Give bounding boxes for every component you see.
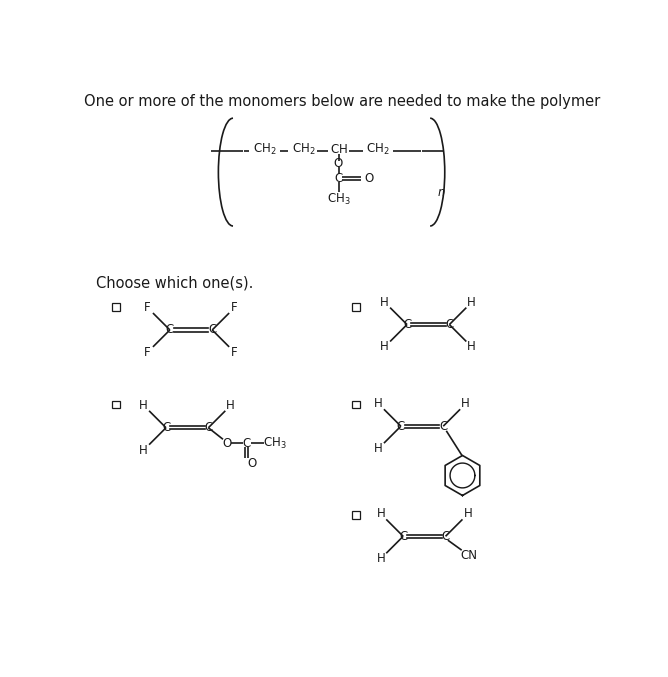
Text: C: C	[403, 318, 411, 331]
Bar	[352, 303, 360, 311]
Text: H: H	[468, 341, 476, 353]
Text: F: F	[231, 301, 238, 314]
Bar	[112, 401, 120, 408]
Text: C: C	[166, 324, 174, 336]
Bar	[352, 401, 360, 408]
Text: H: H	[468, 296, 476, 309]
Text: C: C	[242, 437, 251, 450]
Text: C: C	[335, 172, 343, 185]
Text: $\mathregular{CH_3}$: $\mathregular{CH_3}$	[327, 192, 350, 206]
Text: O: O	[334, 157, 343, 170]
Text: $\mathregular{CH}$: $\mathregular{CH}$	[329, 144, 347, 156]
Text: C: C	[204, 421, 212, 434]
Text: H: H	[374, 442, 383, 455]
Text: H: H	[140, 443, 148, 456]
Text: Choose which one(s).: Choose which one(s).	[96, 276, 253, 290]
Text: CN: CN	[460, 549, 477, 562]
Text: $\mathregular{CH_3}$: $\mathregular{CH_3}$	[263, 435, 287, 451]
Text: F: F	[231, 346, 238, 359]
Text: O: O	[248, 457, 257, 470]
Text: H: H	[380, 341, 389, 353]
Text: One or more of the monomers below are needed to make the polymer: One or more of the monomers below are ne…	[84, 93, 601, 108]
Text: H: H	[380, 296, 389, 309]
Text: H: H	[377, 508, 385, 521]
Text: H: H	[461, 397, 470, 410]
Text: C: C	[399, 530, 407, 543]
Text: $\mathregular{CH_2}$: $\mathregular{CH_2}$	[292, 142, 316, 157]
Text: O: O	[364, 172, 373, 185]
Text: F: F	[144, 301, 151, 314]
Text: H: H	[374, 397, 383, 410]
Text: H: H	[140, 399, 148, 412]
Text: C: C	[162, 421, 170, 434]
Text: H: H	[377, 552, 385, 565]
Text: n: n	[437, 186, 445, 200]
Text: C: C	[397, 420, 405, 433]
Bar	[112, 303, 120, 311]
Text: $\mathregular{CH_2}$: $\mathregular{CH_2}$	[253, 142, 277, 157]
Bar	[352, 511, 360, 519]
Text: C: C	[439, 420, 448, 433]
Text: H: H	[464, 508, 472, 521]
Text: O: O	[222, 437, 232, 450]
Text: C: C	[442, 530, 450, 543]
Text: $\mathregular{CH_2}$: $\mathregular{CH_2}$	[366, 142, 389, 157]
Text: F: F	[144, 346, 151, 359]
Text: C: C	[208, 324, 216, 336]
Text: H: H	[226, 399, 235, 412]
Text: C: C	[446, 318, 454, 331]
